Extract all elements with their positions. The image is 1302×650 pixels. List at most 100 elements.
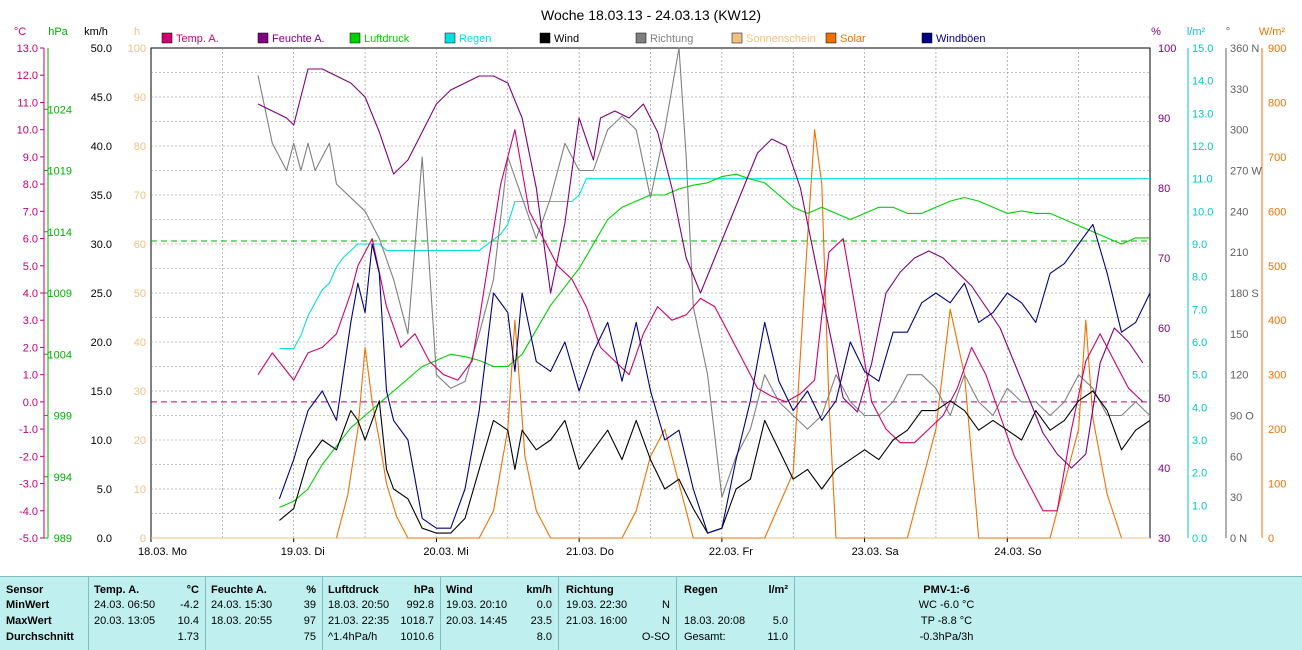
axis-tick-dir: 210 <box>1230 247 1248 259</box>
axis-tick-temp: 3.0 <box>23 315 38 327</box>
axis-unit-hum: % <box>1151 26 1161 38</box>
axis-tick-temp: 13.0 <box>17 43 38 55</box>
axis-tick-wind: 45.0 <box>91 92 112 104</box>
weather-chart: 18.03. Mo 19.03. Di 20.03. Mi 21.03. Do 22.0… <box>14 7 1287 558</box>
series-line <box>257 68 1144 469</box>
legend-swatch <box>731 32 743 44</box>
wind-min-value: 0.0 <box>536 599 552 611</box>
axis-tick-temp: -3.0 <box>19 479 38 491</box>
summary-dir: Richtung 19.03. 22:30 N 21.03. 16:00 N O… <box>559 577 677 650</box>
legend-swatch <box>921 32 933 44</box>
wind-header: Wind <box>446 584 473 596</box>
press-min-value: 992.8 <box>406 599 434 611</box>
x-tick-label: 21.03. Do <box>566 546 614 558</box>
hum-min-time: 24.03. 15:30 <box>211 599 273 611</box>
series-line <box>257 47 1151 498</box>
axis-tick-wind: 40.0 <box>91 141 112 153</box>
axis-tick-sun: 100 <box>128 43 146 55</box>
axis-tick-temp: 11.0 <box>17 97 38 109</box>
axis-tick-rain: 8.0 <box>1192 272 1207 284</box>
hum-avg-value: 75 <box>303 631 316 643</box>
axis-tick-temp: 5.0 <box>23 261 38 273</box>
axis-tick-sun: 80 <box>134 141 146 153</box>
summary-sensor: Sensor MinWert MaxWert Durchschnitt <box>0 577 89 650</box>
press-max-value: 1018.7 <box>400 615 434 627</box>
minwert-label: MinWert <box>6 599 50 611</box>
summary-press: Luftdruck hPa 18.03. 20:50 992.8 21.03. … <box>323 577 441 650</box>
rain-max-value: 5.0 <box>772 615 788 627</box>
axis-tick-press: 1024 <box>48 104 72 116</box>
axis-tick-sun: 40 <box>134 337 146 349</box>
axis-tick-rain: 10.0 <box>1192 206 1213 218</box>
axis-tick-rain: 2.0 <box>1192 468 1207 480</box>
temp-min-time: 24.03. 06:50 <box>94 599 156 611</box>
x-tick-label: 18.03. Mo <box>138 546 187 558</box>
hum-min-value: 39 <box>303 599 316 611</box>
axis-tick-temp: 10.0 <box>17 125 38 137</box>
x-tick-label: 20.03. Mi <box>423 546 468 558</box>
legend-swatch <box>349 32 361 44</box>
axis-tick-temp: 0.0 <box>23 397 38 409</box>
axis-tick-temp: -5.0 <box>19 533 38 545</box>
wind-avg-value: 8.0 <box>536 631 552 643</box>
durchschnitt-label: Durchschnitt <box>6 631 74 643</box>
axis-tick-temp: -2.0 <box>19 451 38 463</box>
legend-label: Luftdruck <box>364 33 410 45</box>
axis-tick-hum: 90 <box>1158 113 1170 125</box>
temp-header: Temp. A. <box>94 584 140 596</box>
hum-max-value: 97 <box>303 615 316 627</box>
axis-tick-dir: 180 S <box>1230 288 1259 300</box>
legend-label: Sonnenschein <box>746 33 816 45</box>
axis-tick-wind: 5.0 <box>97 484 112 496</box>
axis-tick-solar: 500 <box>1268 261 1286 273</box>
axis-tick-wind: 10.0 <box>91 435 112 447</box>
axis-tick-dir: 150 <box>1230 329 1248 341</box>
axis-tick-press: 1004 <box>48 349 72 361</box>
axis-tick-dir: 360 N <box>1230 43 1259 55</box>
rain-max-time: 18.03. 20:08 <box>684 615 746 627</box>
axis-tick-rain: 3.0 <box>1192 435 1207 447</box>
axis-tick-hum: 30 <box>1158 533 1170 545</box>
dir-min-time: 19.03. 22:30 <box>566 599 628 611</box>
pmv-header: PMV-1:-6 <box>923 584 970 596</box>
hum-max-time: 18.03. 20:55 <box>211 615 273 627</box>
sensor-header: Sensor <box>6 584 44 596</box>
axis-tick-wind: 25.0 <box>91 288 112 300</box>
legend-label: Temp. A. <box>176 33 219 45</box>
pmv-windchill: WC -6.0 °C <box>918 599 975 611</box>
wind-max-time: 20.03. 14:45 <box>446 615 508 627</box>
press-min-time: 18.03. 20:50 <box>328 599 390 611</box>
axis-tick-rain: 0.0 <box>1192 533 1207 545</box>
axis-tick-sun: 30 <box>134 386 146 398</box>
x-tick-label: 23.03. Sa <box>852 546 900 558</box>
press-avg-value: 1010.6 <box>400 631 434 643</box>
axis-tick-press: 999 <box>54 411 72 423</box>
press-header: Luftdruck <box>328 584 379 596</box>
axis-tick-dir: 270 W <box>1230 166 1262 178</box>
wind-unit: km/h <box>526 584 552 596</box>
axis-tick-rain: 13.0 <box>1192 108 1213 120</box>
temp-max-time: 20.03. 13:05 <box>94 615 156 627</box>
summary-rain: Regen l/m² 18.03. 20:08 5.0 Gesamt: 11.0 <box>677 577 795 650</box>
axis-unit-rain: l/m² <box>1187 26 1206 38</box>
axis-tick-dir: 90 O <box>1230 411 1254 423</box>
x-tick-label: 24.03. So <box>994 546 1041 558</box>
axis-tick-temp: 2.0 <box>23 342 38 354</box>
series-line <box>279 178 1150 350</box>
legend-swatch <box>161 32 173 44</box>
axis-tick-temp: -4.0 <box>19 506 38 518</box>
legend-label: Solar <box>840 33 866 45</box>
chart-title: Woche 18.03.13 - 24.03.13 (KW12) <box>541 7 761 23</box>
axis-tick-wind: 20.0 <box>91 337 112 349</box>
axis-tick-rain: 1.0 <box>1192 500 1207 512</box>
axis-tick-temp: 1.0 <box>23 370 38 382</box>
legend-label: Feuchte A. <box>272 33 325 45</box>
summary-hum: Feuchte A. % 24.03. 15:30 39 18.03. 20:5… <box>206 577 323 650</box>
summary-temp: Temp. A. °C 24.03. 06:50 -4.2 20.03. 13:… <box>89 577 206 650</box>
axis-tick-wind: 15.0 <box>91 386 112 398</box>
axis-tick-dir: 60 <box>1230 451 1242 463</box>
legend-swatch <box>257 32 269 44</box>
axis-tick-rain: 7.0 <box>1192 304 1207 316</box>
axis-tick-temp: 6.0 <box>23 234 38 246</box>
axis-tick-solar: 400 <box>1268 315 1286 327</box>
